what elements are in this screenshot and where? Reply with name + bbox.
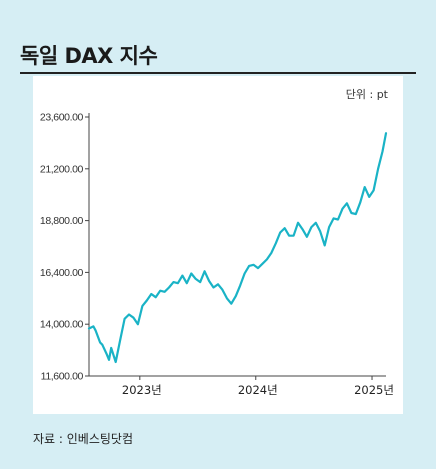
x-tick-label: 2024년 xyxy=(238,383,278,397)
y-tick-label: 21,200.00 xyxy=(40,163,84,175)
x-tick-label: 2023년 xyxy=(122,383,162,397)
unit-label: 단위 : pt xyxy=(345,88,388,101)
chart-panel xyxy=(33,76,403,414)
chart-series xyxy=(87,132,388,364)
y-tick-label: 14,000.00 xyxy=(40,319,84,331)
x-tick-label: 2025년 xyxy=(354,383,394,397)
chart-title: 독일 DAX 지수 xyxy=(20,44,158,68)
y-tick-label: 11,600.00 xyxy=(41,371,84,383)
y-tick-label: 16,400.00 xyxy=(40,267,84,279)
title-rule xyxy=(20,72,416,74)
dax-index-line xyxy=(87,132,388,364)
chart-axes: 23,600.00 21,200.00 18,800.00 16,400.00 14,0… xyxy=(40,112,394,398)
source-note: 자료 : 인베스팅닷컴 xyxy=(33,432,133,446)
y-tick-label: 18,800.00 xyxy=(40,215,84,227)
y-tick-label: 23,600.00 xyxy=(40,112,84,124)
